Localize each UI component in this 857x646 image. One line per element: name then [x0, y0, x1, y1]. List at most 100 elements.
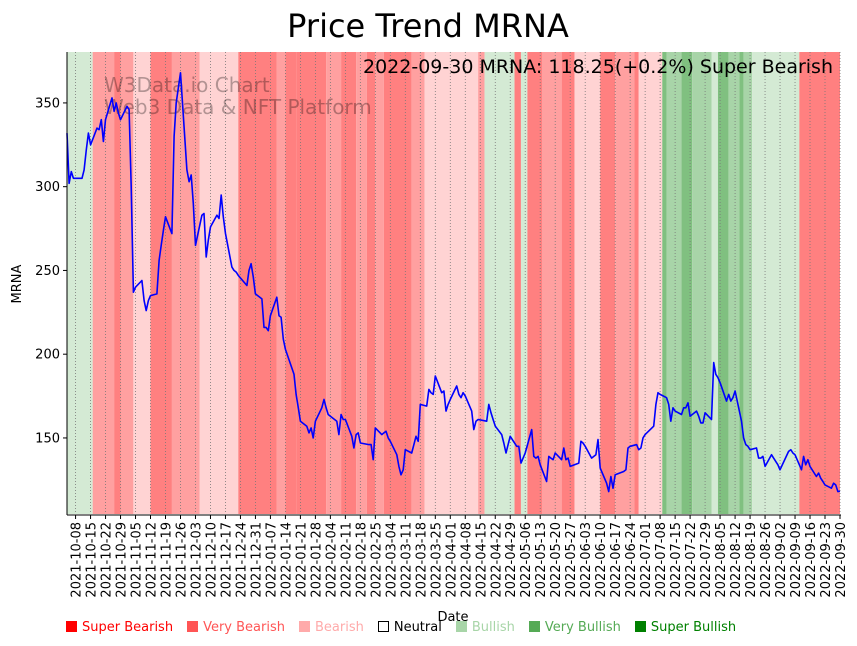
band-bearish	[574, 52, 601, 514]
watermark-line-1: W3Data.io Chart	[104, 73, 270, 97]
band-super-bearish	[366, 52, 376, 514]
x-tick-label: 2022-02-18	[354, 522, 369, 598]
band-super-bullish	[681, 52, 693, 514]
y-tick-label: 300	[35, 180, 60, 195]
chart-title: Price Trend MRNA	[287, 7, 569, 45]
legend-item-super-bullish: Super Bullish	[634, 620, 737, 640]
y-tick-label: 350	[35, 96, 60, 111]
band-very-bullish	[692, 52, 712, 514]
band-very-bearish	[615, 52, 635, 514]
legend-swatch	[377, 621, 389, 632]
legend-swatch	[187, 621, 199, 632]
x-tick-label: 2022-04-22	[489, 522, 504, 598]
band-very-bearish	[542, 52, 562, 514]
x-tick-label: 2022-08-26	[759, 522, 774, 598]
band-super-bullish	[717, 52, 729, 514]
x-tick-label: 2022-05-27	[564, 522, 579, 598]
band-super-bullish	[739, 52, 744, 514]
x-tick-label: 2021-11-26	[174, 522, 189, 598]
band-super-bearish	[600, 52, 616, 514]
band-super-bearish	[527, 52, 543, 514]
x-tick-label: 2022-02-25	[369, 522, 384, 598]
watermark: W3Data.io Chart Web3 Data & NFT Platform	[104, 73, 372, 119]
legend-label: Super Bearish	[82, 620, 174, 635]
x-tick-label: 2022-01-07	[264, 522, 279, 598]
x-tick-label: 2022-04-29	[504, 522, 519, 598]
legend-label: Very Bearish	[203, 620, 285, 635]
band-super-bearish	[561, 52, 575, 514]
band-very-bearish	[120, 52, 134, 514]
x-tick-label: 2022-07-01	[639, 522, 654, 598]
x-tick-label: 2021-11-12	[145, 522, 160, 598]
x-tick-label: 2022-01-21	[294, 522, 309, 598]
x-tick-label: 2021-12-10	[204, 522, 219, 598]
band-very-bullish	[728, 52, 740, 514]
x-tick-label: 2022-05-06	[519, 522, 534, 598]
x-tick-label: 2022-03-18	[414, 522, 429, 598]
x-tick-label: 2022-01-28	[309, 522, 324, 598]
band-very-bearish	[478, 52, 485, 514]
y-axis-label: MRNA	[10, 264, 25, 303]
x-tick-label: 2022-01-14	[279, 522, 294, 598]
x-tick-label: 2022-02-04	[324, 522, 339, 598]
x-tick-label: 2021-12-31	[249, 522, 264, 598]
x-tick-label: 2022-09-23	[819, 522, 834, 598]
x-axis-ticks: 2021-10-08 2021-10-15 2021-10-22 2021-10-29…	[70, 515, 849, 598]
band-very-bearish	[92, 52, 115, 514]
band-super-bearish	[341, 52, 357, 514]
band-super-bearish	[114, 52, 121, 514]
x-tick-label: 2021-10-15	[85, 522, 100, 598]
x-tick-label: 2022-09-09	[789, 522, 804, 598]
band-super-bearish	[634, 52, 639, 514]
price-line-mrna	[66, 72, 841, 493]
x-tick-label: 2022-08-05	[714, 522, 729, 598]
legend-item-bearish: Bearish	[298, 620, 364, 640]
x-tick-label: 2021-10-22	[100, 522, 115, 598]
y-axis-ticks: 150 200 250 300 350	[35, 96, 67, 446]
x-tick-label: 2022-07-08	[654, 522, 669, 598]
x-tick-label: 2021-12-03	[189, 522, 204, 598]
x-tick-label: 2021-11-05	[130, 522, 145, 598]
band-super-bearish	[799, 52, 840, 514]
x-tick-label: 2022-07-15	[669, 522, 684, 598]
band-bullish	[520, 52, 528, 514]
x-tick-label: 2022-06-10	[594, 522, 609, 598]
status-annotation: 2022-09-30 MRNA: 118.25(+0.2%) Super Bea…	[363, 56, 833, 78]
x-tick-label: 2022-05-13	[534, 522, 549, 598]
x-tick-label: 2022-05-20	[549, 522, 564, 598]
band-bearish	[424, 52, 479, 514]
legend-swatch	[298, 621, 310, 632]
legend-item-very-bullish: Very Bullish	[528, 620, 621, 640]
legend-label: Super Bullish	[650, 620, 737, 635]
legend-label: Neutral	[393, 620, 442, 635]
x-tick-label: 2022-08-12	[729, 522, 744, 598]
legend-swatch	[455, 621, 467, 632]
band-super-bearish	[514, 52, 521, 514]
watermark-line-2: Web3 Data & NFT Platform	[104, 95, 372, 119]
x-tick-label: 2022-09-30	[834, 522, 849, 598]
legend-item-super-bearish: Super Bearish	[66, 620, 173, 640]
band-very-bearish	[356, 52, 367, 514]
band-super-bearish	[150, 52, 172, 514]
legend-swatch	[634, 621, 646, 632]
band-very-bearish	[276, 52, 286, 514]
x-tick-label: 2022-03-11	[399, 522, 414, 598]
band-very-bearish	[411, 52, 425, 514]
y-tick-label: 150	[35, 431, 60, 446]
x-tick-label: 2022-04-15	[474, 522, 489, 598]
legend-item-neutral: Neutral	[377, 620, 442, 640]
x-tick-label: 2022-04-08	[459, 522, 474, 598]
band-bullish	[752, 52, 800, 514]
x-tick-label: 2022-08-19	[744, 522, 759, 598]
x-tick-label: 2022-07-22	[684, 522, 699, 598]
x-tick-label: 2022-07-29	[699, 522, 714, 598]
x-tick-label: 2022-04-01	[444, 522, 459, 598]
band-very-bearish	[375, 52, 384, 514]
x-tick-label: 2022-03-25	[429, 522, 444, 598]
x-tick-label: 2021-11-19	[159, 522, 174, 598]
x-tick-label: 2022-06-17	[609, 522, 624, 598]
band-very-bearish	[326, 52, 342, 514]
x-tick-label: 2021-10-08	[70, 522, 85, 598]
band-bullish	[711, 52, 718, 514]
